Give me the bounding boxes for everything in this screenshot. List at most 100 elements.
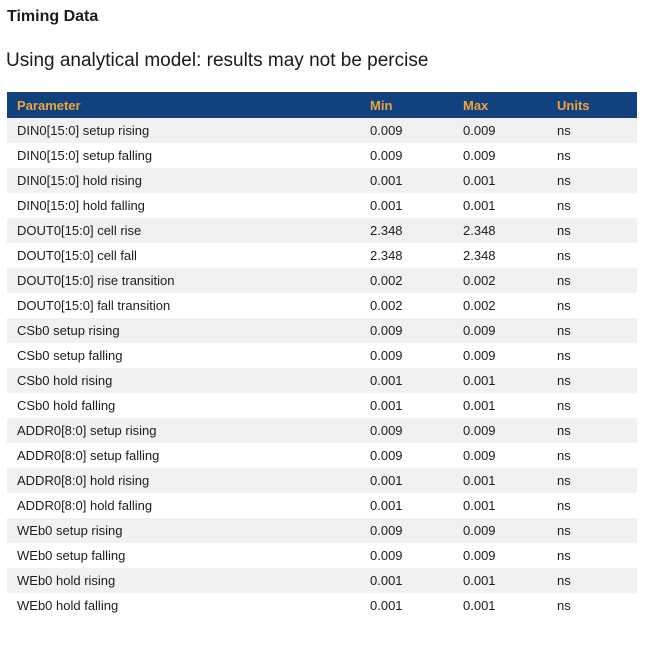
cell-units: ns — [557, 448, 571, 463]
cell-parameter: DIN0[15:0] hold falling — [17, 198, 145, 213]
cell-min: 0.001 — [370, 198, 403, 213]
table-row: CSb0 hold rising 0.001 0.001 ns — [7, 368, 637, 393]
cell-min: 0.009 — [360, 318, 453, 343]
cell-max: 0.009 — [463, 348, 496, 363]
cell-min: 0.001 — [370, 598, 403, 613]
cell-max: 0.001 — [453, 468, 547, 493]
cell-units: ns — [547, 568, 637, 593]
cell-max: 0.009 — [453, 518, 547, 543]
cell-parameter: DOUT0[15:0] cell rise — [7, 218, 360, 243]
table-row: DIN0[15:0] setup falling 0.009 0.009 ns — [7, 143, 637, 168]
cell-min: 0.009 — [370, 148, 403, 163]
cell-parameter: CSb0 setup rising — [7, 318, 360, 343]
table-row: DOUT0[15:0] fall transition 0.002 0.002 ns — [7, 293, 637, 318]
cell-units: ns — [557, 548, 571, 563]
cell-min: 0.001 — [360, 368, 453, 393]
cell-parameter: DIN0[15:0] setup rising — [7, 118, 360, 143]
table-row: WEb0 hold rising 0.001 0.001 ns — [7, 568, 637, 593]
cell-parameter: WEb0 setup falling — [17, 548, 126, 563]
cell-min: 0.001 — [360, 168, 453, 193]
cell-units: ns — [547, 268, 637, 293]
cell-units: ns — [547, 318, 637, 343]
table-row: DOUT0[15:0] rise transition 0.002 0.002 ns — [7, 268, 637, 293]
table-row: CSb0 hold falling 0.001 0.001 ns — [7, 393, 637, 418]
cell-min: 0.009 — [370, 548, 403, 563]
cell-units: ns — [547, 218, 637, 243]
timing-table-body: DIN0[15:0] setup rising 0.009 0.009 ns DIN0[… — [7, 118, 637, 618]
cell-max: 0.001 — [463, 498, 496, 513]
cell-parameter: ADDR0[8:0] hold falling — [17, 498, 153, 513]
cell-max: 0.002 — [453, 268, 547, 293]
column-header-max: Max — [453, 92, 547, 118]
cell-max: 0.009 — [463, 148, 496, 163]
cell-max: 2.348 — [453, 218, 547, 243]
cell-min: 0.009 — [360, 418, 453, 443]
cell-max: 0.001 — [463, 398, 496, 413]
cell-parameter: WEb0 hold rising — [7, 568, 360, 593]
cell-max: 0.002 — [463, 298, 496, 313]
cell-parameter: ADDR0[8:0] setup rising — [7, 418, 360, 443]
cell-max: 0.009 — [453, 318, 547, 343]
cell-max: 0.009 — [453, 418, 547, 443]
timing-data-table: Parameter Min Max Units DIN0[15:0] setup… — [7, 92, 637, 618]
column-header-units: Units — [547, 92, 637, 118]
table-header-row: Parameter Min Max Units — [7, 92, 637, 118]
cell-max: 0.001 — [463, 598, 496, 613]
cell-parameter: WEb0 hold falling — [17, 598, 119, 613]
table-row: ADDR0[8:0] hold falling 0.001 0.001 ns — [7, 493, 637, 518]
table-row: WEb0 hold falling 0.001 0.001 ns — [7, 593, 637, 618]
table-row: DIN0[15:0] hold falling 0.001 0.001 ns — [7, 193, 637, 218]
page-title: Timing Data — [7, 8, 99, 25]
table-row: ADDR0[8:0] setup falling 0.009 0.009 ns — [7, 443, 637, 468]
cell-parameter: ADDR0[8:0] setup falling — [17, 448, 160, 463]
table-row: DOUT0[15:0] cell rise 2.348 2.348 ns — [7, 218, 637, 243]
cell-units: ns — [557, 398, 571, 413]
cell-max: 0.001 — [453, 168, 547, 193]
cell-max: 0.001 — [453, 568, 547, 593]
cell-parameter: CSb0 setup falling — [17, 348, 123, 363]
cell-min: 0.001 — [360, 568, 453, 593]
cell-max: 0.009 — [463, 548, 496, 563]
cell-units: ns — [557, 298, 571, 313]
cell-units: ns — [557, 148, 571, 163]
cell-units: ns — [547, 368, 637, 393]
cell-parameter: DIN0[15:0] setup falling — [17, 148, 153, 163]
cell-min: 0.002 — [370, 298, 403, 313]
table-row: CSb0 setup falling 0.009 0.009 ns — [7, 343, 637, 368]
cell-parameter: DOUT0[15:0] cell fall — [17, 248, 137, 263]
table-row: CSb0 setup rising 0.009 0.009 ns — [7, 318, 637, 343]
cell-parameter: WEb0 setup rising — [7, 518, 360, 543]
cell-parameter: DOUT0[15:0] rise transition — [7, 268, 360, 293]
cell-parameter: CSb0 hold falling — [17, 398, 116, 413]
cell-units: ns — [557, 248, 571, 263]
cell-max: 0.001 — [453, 368, 547, 393]
column-header-min: Min — [360, 92, 453, 118]
cell-max: 2.348 — [463, 248, 496, 263]
cell-units: ns — [557, 198, 571, 213]
table-row: DOUT0[15:0] cell fall 2.348 2.348 ns — [7, 243, 637, 268]
table-row: DIN0[15:0] hold rising 0.001 0.001 ns — [7, 168, 637, 193]
cell-units: ns — [547, 468, 637, 493]
cell-units: ns — [547, 418, 637, 443]
cell-parameter: ADDR0[8:0] hold rising — [7, 468, 360, 493]
cell-max: 0.009 — [453, 118, 547, 143]
cell-units: ns — [557, 348, 571, 363]
cell-units: ns — [547, 518, 637, 543]
cell-min: 0.002 — [360, 268, 453, 293]
cell-units: ns — [557, 598, 571, 613]
cell-max: 0.001 — [463, 198, 496, 213]
table-row: ADDR0[8:0] setup rising 0.009 0.009 ns — [7, 418, 637, 443]
cell-min: 0.001 — [360, 468, 453, 493]
table-row: WEb0 setup rising 0.009 0.009 ns — [7, 518, 637, 543]
cell-min: 2.348 — [360, 218, 453, 243]
cell-units: ns — [557, 498, 571, 513]
cell-min: 0.009 — [360, 118, 453, 143]
table-row: ADDR0[8:0] hold rising 0.001 0.001 ns — [7, 468, 637, 493]
column-header-parameter: Parameter — [7, 92, 360, 118]
table-row: WEb0 setup falling 0.009 0.009 ns — [7, 543, 637, 568]
cell-parameter: CSb0 hold rising — [7, 368, 360, 393]
table-row: DIN0[15:0] setup rising 0.009 0.009 ns — [7, 118, 637, 143]
cell-units: ns — [547, 118, 637, 143]
cell-max: 0.009 — [463, 448, 496, 463]
